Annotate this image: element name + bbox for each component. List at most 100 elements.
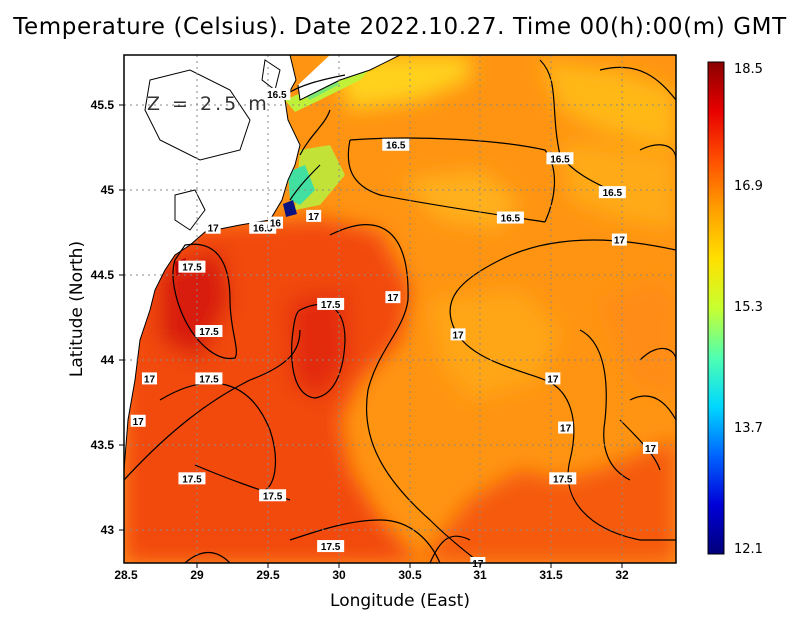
contour-label-text: 17 (547, 374, 559, 385)
contour-label: 17 (130, 414, 146, 428)
x-tick-label: 31 (473, 568, 487, 582)
contour-label: 17.5 (178, 472, 206, 485)
contour-label-text: 17.5 (553, 474, 573, 485)
contour-label: 17.5 (178, 260, 206, 274)
contour-label-bg (558, 421, 574, 434)
contour-label-text: 17.5 (263, 491, 283, 502)
contour-label: 17 (385, 291, 401, 304)
contour-label-bg (496, 211, 524, 224)
contour-label: 17.5 (317, 297, 345, 311)
contour-label-bg (141, 372, 157, 385)
colorbar-label: 16.9 (734, 179, 763, 194)
contour-label-text: 17 (208, 224, 220, 235)
colorbar-label: 13.7 (734, 421, 763, 436)
contour-label-bg (643, 441, 659, 454)
contour-label-bg (178, 260, 206, 273)
x-tick-labels: 28.5 29 29.5 30 30.5 31 31.5 32 (114, 568, 629, 582)
contour-label-bg (598, 186, 626, 199)
y-tick-labels: 43 43.5 44 44.5 45 45.5 (91, 98, 115, 537)
contour-label-text: 17 (614, 236, 626, 247)
colorbar-label: 12.1 (734, 542, 763, 557)
contour-label: 17 (205, 221, 221, 235)
contour-label-bg (450, 328, 466, 341)
y-tick-label: 44.5 (91, 268, 115, 282)
depth-label: Z = 2.5 m (147, 93, 270, 115)
contour-label-text: 16 (270, 219, 282, 230)
contour-label: 17.5 (195, 325, 223, 338)
contour-label: 17 (545, 372, 561, 385)
graticule (124, 55, 676, 563)
y-tick-label: 43 (101, 523, 115, 537)
colorbar-label: 18.5 (734, 62, 763, 77)
contour-label-text: 16.5 (603, 188, 623, 199)
contour-label-bg (611, 233, 627, 246)
x-tick-label: 30.5 (398, 568, 422, 582)
contour-label-bg (317, 540, 345, 553)
contour-label-text: 17.5 (199, 374, 219, 385)
contour-label-text: 17 (472, 559, 484, 570)
colorbar-label: 15.3 (734, 300, 763, 315)
contour-label-text: 17 (387, 293, 399, 304)
contour-label-bg (259, 489, 287, 502)
tick-marks (119, 104, 623, 568)
y-axis-label: Latitude (North) (67, 241, 87, 377)
contour-label: 17 (611, 233, 627, 247)
x-tick-label: 31.5 (539, 568, 563, 582)
contour-label-bg (195, 372, 223, 385)
contour-label-text: 17.5 (321, 542, 341, 553)
contour-label: 16 (267, 216, 283, 230)
contour-label-text: 17 (144, 374, 156, 385)
contour-label-text: 17.5 (182, 263, 202, 274)
y-tick-label: 43.5 (91, 438, 115, 452)
x-tick-label: 28.5 (114, 568, 138, 582)
contour-label-bg (317, 297, 345, 310)
contour-label-bg (546, 152, 574, 165)
x-tick-label: 30 (332, 568, 346, 582)
contour-label: 16.5 (382, 138, 410, 152)
colorbar (707, 61, 725, 555)
contour-label: 17 (643, 441, 659, 455)
contour-label: 17.5 (549, 472, 577, 485)
contour-label-bg (205, 221, 221, 234)
x-tick-label: 32 (615, 568, 629, 582)
contour-label-bg (545, 372, 561, 385)
plot-frame (123, 54, 677, 564)
contour-label: 16.5 (263, 87, 291, 101)
y-tick-label: 45 (101, 183, 115, 197)
contour-label-bg (263, 87, 291, 100)
contour-label-text: 17 (133, 417, 145, 428)
contour-label: 16.5 (598, 186, 626, 199)
y-tick-label: 45.5 (91, 98, 115, 112)
contour-label-text: 17 (645, 444, 657, 455)
contour-label: 17.5 (317, 540, 345, 553)
contour-label-text: 16.5 (267, 90, 287, 101)
contour-label-text: 16.5 (501, 214, 521, 225)
contour-label-bg (130, 414, 146, 427)
contour-label-bg (382, 138, 410, 151)
x-axis-label: Longitude (East) (330, 591, 470, 611)
contour-label: 17.5 (195, 372, 223, 385)
contour-label: 16.5 (546, 152, 574, 165)
contour-label: 17 (141, 372, 157, 385)
contour-label-text: 17.5 (321, 300, 341, 311)
contour-label: 17 (558, 421, 574, 435)
contour-label: 17.5 (259, 489, 287, 502)
contour-label-text: 17 (452, 330, 464, 341)
contour-label-text: 17 (308, 212, 320, 223)
contour-label: 16.5 (496, 211, 524, 225)
contour-label-bg (385, 291, 401, 304)
contour-label-bg (306, 209, 322, 222)
contour-label-text: 16.5 (253, 224, 273, 235)
map-title: Temperature (Celsius). Date 2022.10.27. … (13, 14, 787, 40)
contour-label-text: 16.5 (386, 141, 406, 152)
contour-label-text: 17 (560, 424, 572, 435)
x-tick-label: 29 (190, 568, 204, 582)
contour-label-bg (267, 216, 283, 229)
colorbar-labels: 18.5 16.9 15.3 13.7 12.1 (734, 62, 763, 557)
contour-label-bg (178, 472, 206, 485)
x-tick-label: 29.5 (256, 568, 280, 582)
contour-label-bg (549, 472, 577, 485)
contour-label: 17 (450, 328, 466, 341)
